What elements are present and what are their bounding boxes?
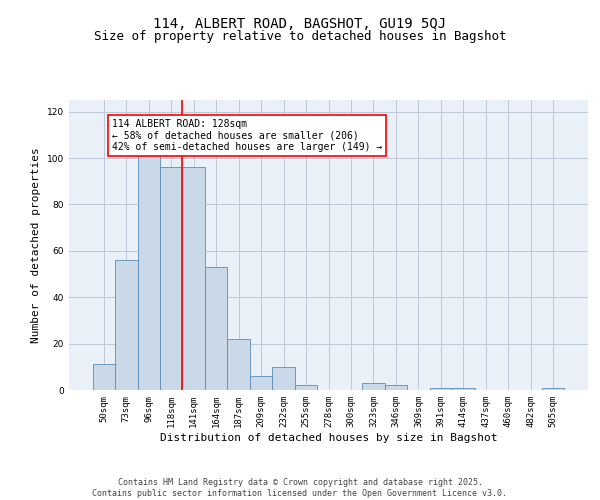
- Y-axis label: Number of detached properties: Number of detached properties: [31, 147, 41, 343]
- Bar: [295, 386, 317, 390]
- Bar: [137, 142, 160, 390]
- Bar: [272, 367, 295, 390]
- Text: Contains HM Land Registry data © Crown copyright and database right 2025.
Contai: Contains HM Land Registry data © Crown c…: [92, 478, 508, 498]
- Bar: [160, 168, 182, 390]
- Bar: [205, 267, 227, 390]
- Bar: [227, 339, 250, 390]
- Bar: [430, 388, 452, 390]
- Text: 114 ALBERT ROAD: 128sqm
← 58% of detached houses are smaller (206)
42% of semi-d: 114 ALBERT ROAD: 128sqm ← 58% of detache…: [112, 118, 382, 152]
- Bar: [115, 260, 137, 390]
- Text: Size of property relative to detached houses in Bagshot: Size of property relative to detached ho…: [94, 30, 506, 43]
- X-axis label: Distribution of detached houses by size in Bagshot: Distribution of detached houses by size …: [160, 432, 497, 442]
- Bar: [92, 364, 115, 390]
- Text: 114, ALBERT ROAD, BAGSHOT, GU19 5QJ: 114, ALBERT ROAD, BAGSHOT, GU19 5QJ: [154, 18, 446, 32]
- Bar: [452, 388, 475, 390]
- Bar: [542, 388, 565, 390]
- Bar: [362, 383, 385, 390]
- Bar: [182, 168, 205, 390]
- Bar: [385, 386, 407, 390]
- Bar: [250, 376, 272, 390]
